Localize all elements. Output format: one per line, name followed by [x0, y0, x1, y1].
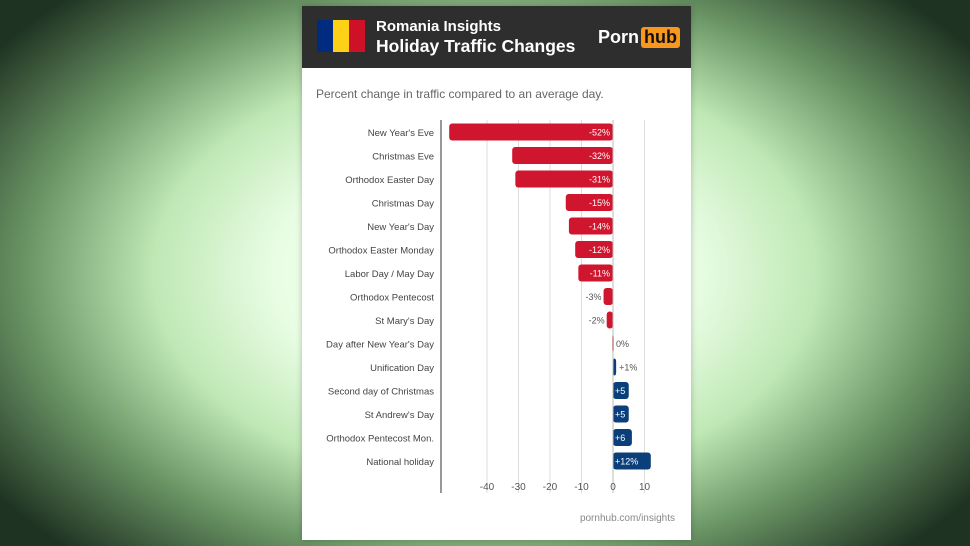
- bar: [575, 241, 613, 258]
- category-label: Orthodox Pentecost Mon.: [326, 434, 434, 445]
- category-label: Christmas Day: [372, 199, 435, 210]
- data-label: +12%: [615, 457, 638, 467]
- bar: [578, 264, 613, 282]
- source-url: pornhub.com/insights: [579, 513, 675, 524]
- bar: [613, 358, 617, 376]
- data-label: -12%: [589, 245, 610, 255]
- data-label: +5: [615, 386, 625, 396]
- data-label: -3%: [586, 292, 602, 302]
- data-label: -14%: [589, 222, 610, 232]
- category-label: New Year's Day: [367, 222, 434, 233]
- bar: [606, 311, 613, 329]
- category-label: Second day of Christmas: [328, 387, 434, 398]
- title-line1: Romania Insights: [376, 18, 502, 35]
- bar: [565, 194, 613, 211]
- flag-stripe-red: [349, 20, 365, 52]
- page-title: Holiday Traffic Changes: [376, 36, 576, 56]
- category-label: St Mary's Day: [375, 316, 434, 327]
- bar: [512, 147, 613, 164]
- bar-chart: New Year's Eve -52% Christmas Eve -32% Ortho…: [326, 120, 651, 493]
- x-tick-label: -40: [480, 482, 495, 493]
- category-label: Orthodox Easter Day: [345, 175, 434, 186]
- data-label: +5: [615, 410, 625, 420]
- data-label: -2%: [589, 316, 605, 326]
- category-label: Christmas Eve: [372, 152, 434, 163]
- x-tick-label: -10: [574, 482, 589, 493]
- data-label: -52%: [589, 128, 610, 138]
- bar: [613, 429, 632, 446]
- bar: [603, 288, 613, 305]
- x-tick-label: 10: [639, 482, 651, 493]
- category-label: St Andrew's Day: [365, 410, 435, 421]
- brand-logo: Porn hub: [598, 26, 681, 48]
- data-label: 0%: [616, 339, 629, 349]
- data-label: +6: [615, 433, 625, 443]
- data-label: -15%: [589, 198, 610, 208]
- flag-stripe-blue: [317, 20, 333, 52]
- logo-text-left: Porn: [598, 26, 640, 47]
- bar: [613, 452, 651, 470]
- data-label: -32%: [589, 151, 610, 161]
- category-label: Day after New Year's Day: [326, 340, 434, 351]
- category-label: Orthodox Pentecost: [350, 293, 434, 304]
- x-tick-label: -20: [543, 482, 558, 493]
- infographic-card: Romania Insights Holiday Traffic Changes…: [302, 6, 691, 540]
- romania-flag-icon: [317, 20, 365, 52]
- data-label: -31%: [589, 175, 610, 185]
- header-bar: Romania Insights Holiday Traffic Changes…: [302, 6, 691, 68]
- bar: [515, 170, 613, 188]
- bar: [568, 217, 613, 235]
- x-tick-label: 0: [610, 482, 616, 493]
- category-label: Orthodox Easter Monday: [328, 246, 434, 257]
- logo-text-right: hub: [641, 26, 681, 48]
- x-tick-label: -30: [511, 482, 526, 493]
- chart-subtitle: Percent change in traffic compared to an…: [316, 87, 604, 101]
- category-label: Unification Day: [370, 363, 434, 374]
- data-label: +1%: [619, 363, 637, 373]
- category-label: Labor Day / May Day: [345, 269, 434, 280]
- bar: [449, 123, 613, 141]
- title-block: Romania Insights Holiday Traffic Changes: [376, 18, 575, 57]
- bar: [613, 382, 629, 399]
- data-label: -11%: [590, 269, 610, 279]
- category-label: National holiday: [366, 457, 434, 468]
- flag-stripe-yellow: [333, 20, 349, 52]
- category-label: New Year's Eve: [368, 128, 434, 139]
- bar: [613, 405, 629, 423]
